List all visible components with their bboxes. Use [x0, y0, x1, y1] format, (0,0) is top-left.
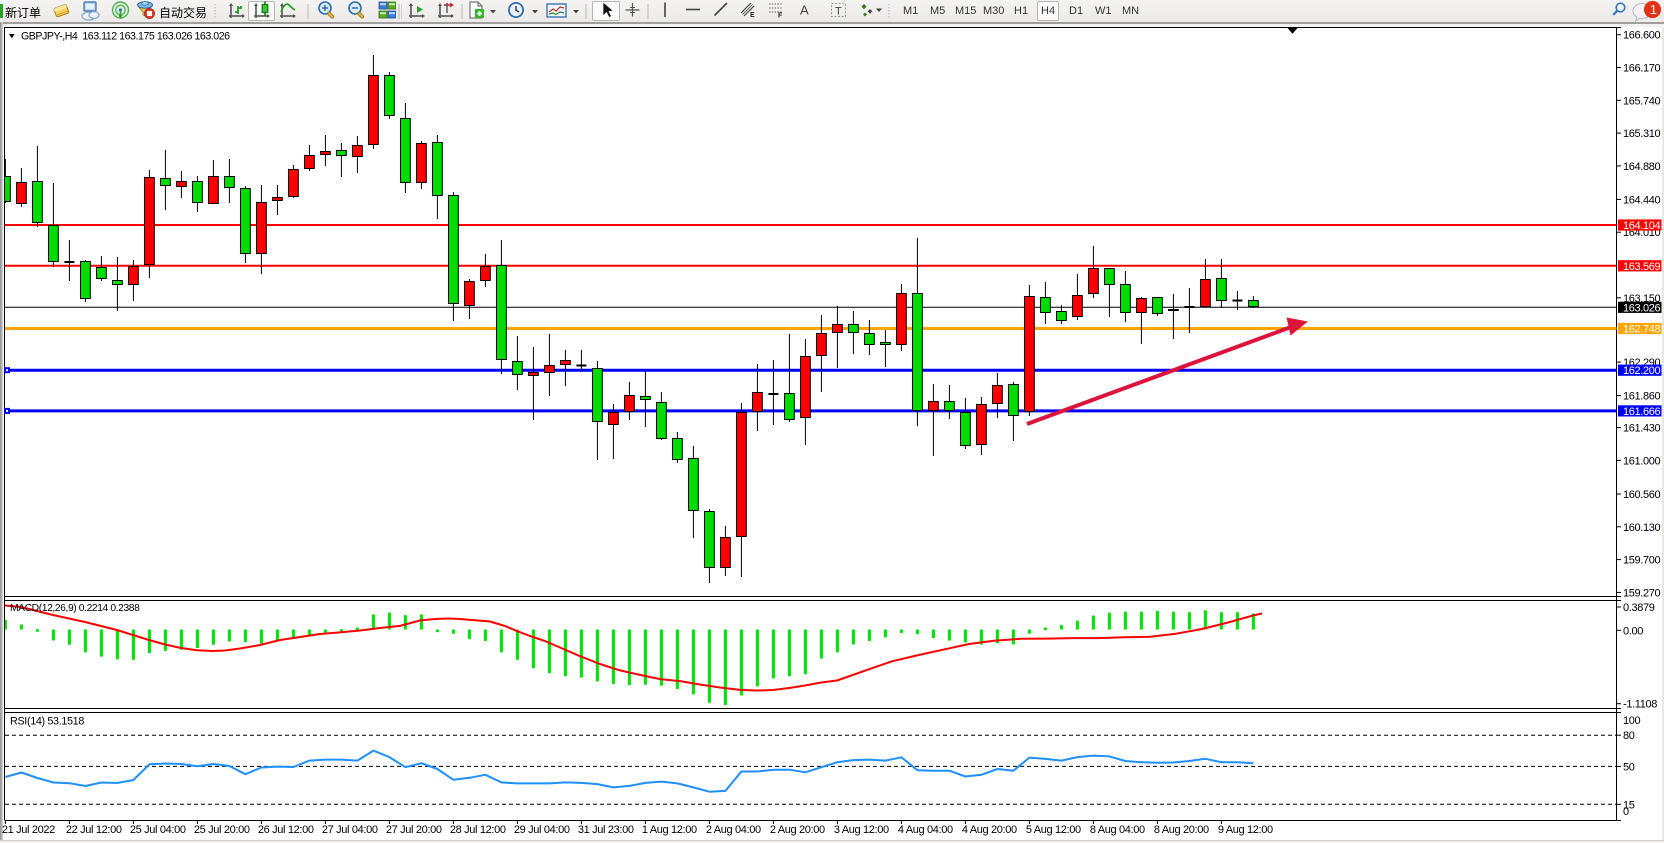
svg-text:22 Jul 12:00: 22 Jul 12:00	[66, 824, 122, 836]
svg-text:28 Jul 12:00: 28 Jul 12:00	[450, 824, 506, 836]
svg-text:161.860: 161.860	[1623, 391, 1661, 403]
svg-text:RSI(14) 53.1518: RSI(14) 53.1518	[10, 716, 84, 728]
svg-text:0.3879: 0.3879	[1623, 602, 1655, 614]
svg-text:161.666: 161.666	[1623, 406, 1661, 418]
svg-text:163.026: 163.026	[1623, 302, 1661, 314]
svg-text:1: 1	[1650, 2, 1657, 17]
svg-text:162.748: 162.748	[1623, 324, 1661, 336]
svg-text:164.104: 164.104	[1623, 220, 1661, 232]
svg-text:159.700: 159.700	[1623, 555, 1661, 567]
svg-text:50: 50	[1623, 761, 1635, 773]
svg-text:27 Jul 04:00: 27 Jul 04:00	[322, 824, 378, 836]
svg-text:166.170: 166.170	[1623, 63, 1661, 75]
svg-text:160.130: 160.130	[1623, 522, 1661, 534]
svg-text:3 Aug 12:00: 3 Aug 12:00	[834, 824, 889, 836]
svg-text:2 Aug 20:00: 2 Aug 20:00	[770, 824, 825, 836]
svg-text:165.310: 165.310	[1623, 128, 1661, 140]
svg-text:161.430: 161.430	[1623, 423, 1661, 435]
svg-text:164.440: 164.440	[1623, 194, 1661, 206]
svg-text:4 Aug 04:00: 4 Aug 04:00	[898, 824, 953, 836]
svg-text:163.569: 163.569	[1623, 261, 1661, 273]
svg-text:166.600: 166.600	[1623, 30, 1661, 42]
svg-text:8 Aug 04:00: 8 Aug 04:00	[1090, 824, 1145, 836]
svg-text:MACD(12,26,9) 0.2214 0.2388: MACD(12,26,9) 0.2214 0.2388	[10, 603, 140, 614]
svg-text:GBPJPY-,H4 163.112 163.175 16: GBPJPY-,H4 163.112 163.175 163.026 163.0…	[21, 31, 230, 43]
svg-text:160.560: 160.560	[1623, 489, 1661, 501]
svg-text:159.270: 159.270	[1623, 587, 1661, 599]
svg-text:162.200: 162.200	[1623, 365, 1661, 377]
svg-text:4 Aug 20:00: 4 Aug 20:00	[962, 824, 1017, 836]
svg-text:1 Aug 12:00: 1 Aug 12:00	[642, 824, 697, 836]
svg-text:0: 0	[1623, 806, 1629, 818]
svg-text:27 Jul 20:00: 27 Jul 20:00	[386, 824, 442, 836]
svg-text:T: T	[835, 6, 842, 18]
svg-text:2 Aug 04:00: 2 Aug 04:00	[706, 824, 761, 836]
svg-text:161.000: 161.000	[1623, 455, 1661, 467]
svg-text:8 Aug 20:00: 8 Aug 20:00	[1154, 824, 1209, 836]
svg-text:164.880: 164.880	[1623, 161, 1661, 173]
svg-text:9 Aug 12:00: 9 Aug 12:00	[1218, 824, 1273, 836]
svg-text:29 Jul 04:00: 29 Jul 04:00	[514, 824, 570, 836]
svg-text:E: E	[750, 12, 755, 19]
svg-text:15: 15	[1623, 799, 1635, 811]
svg-text:100: 100	[1623, 715, 1641, 727]
svg-text:A: A	[800, 3, 809, 18]
svg-text:5 Aug 12:00: 5 Aug 12:00	[1026, 824, 1081, 836]
svg-text:25 Jul 20:00: 25 Jul 20:00	[194, 824, 250, 836]
svg-text:F: F	[778, 13, 783, 20]
svg-text:21 Jul 2022: 21 Jul 2022	[2, 824, 55, 836]
svg-text:165.740: 165.740	[1623, 95, 1661, 107]
svg-text:25 Jul 04:00: 25 Jul 04:00	[130, 824, 186, 836]
svg-text:0.00: 0.00	[1623, 625, 1643, 637]
svg-text:31 Jul 23:00: 31 Jul 23:00	[578, 824, 634, 836]
svg-text:26 Jul 12:00: 26 Jul 12:00	[258, 824, 314, 836]
svg-text:80: 80	[1623, 730, 1635, 742]
svg-text:-1.1108: -1.1108	[1623, 699, 1657, 711]
